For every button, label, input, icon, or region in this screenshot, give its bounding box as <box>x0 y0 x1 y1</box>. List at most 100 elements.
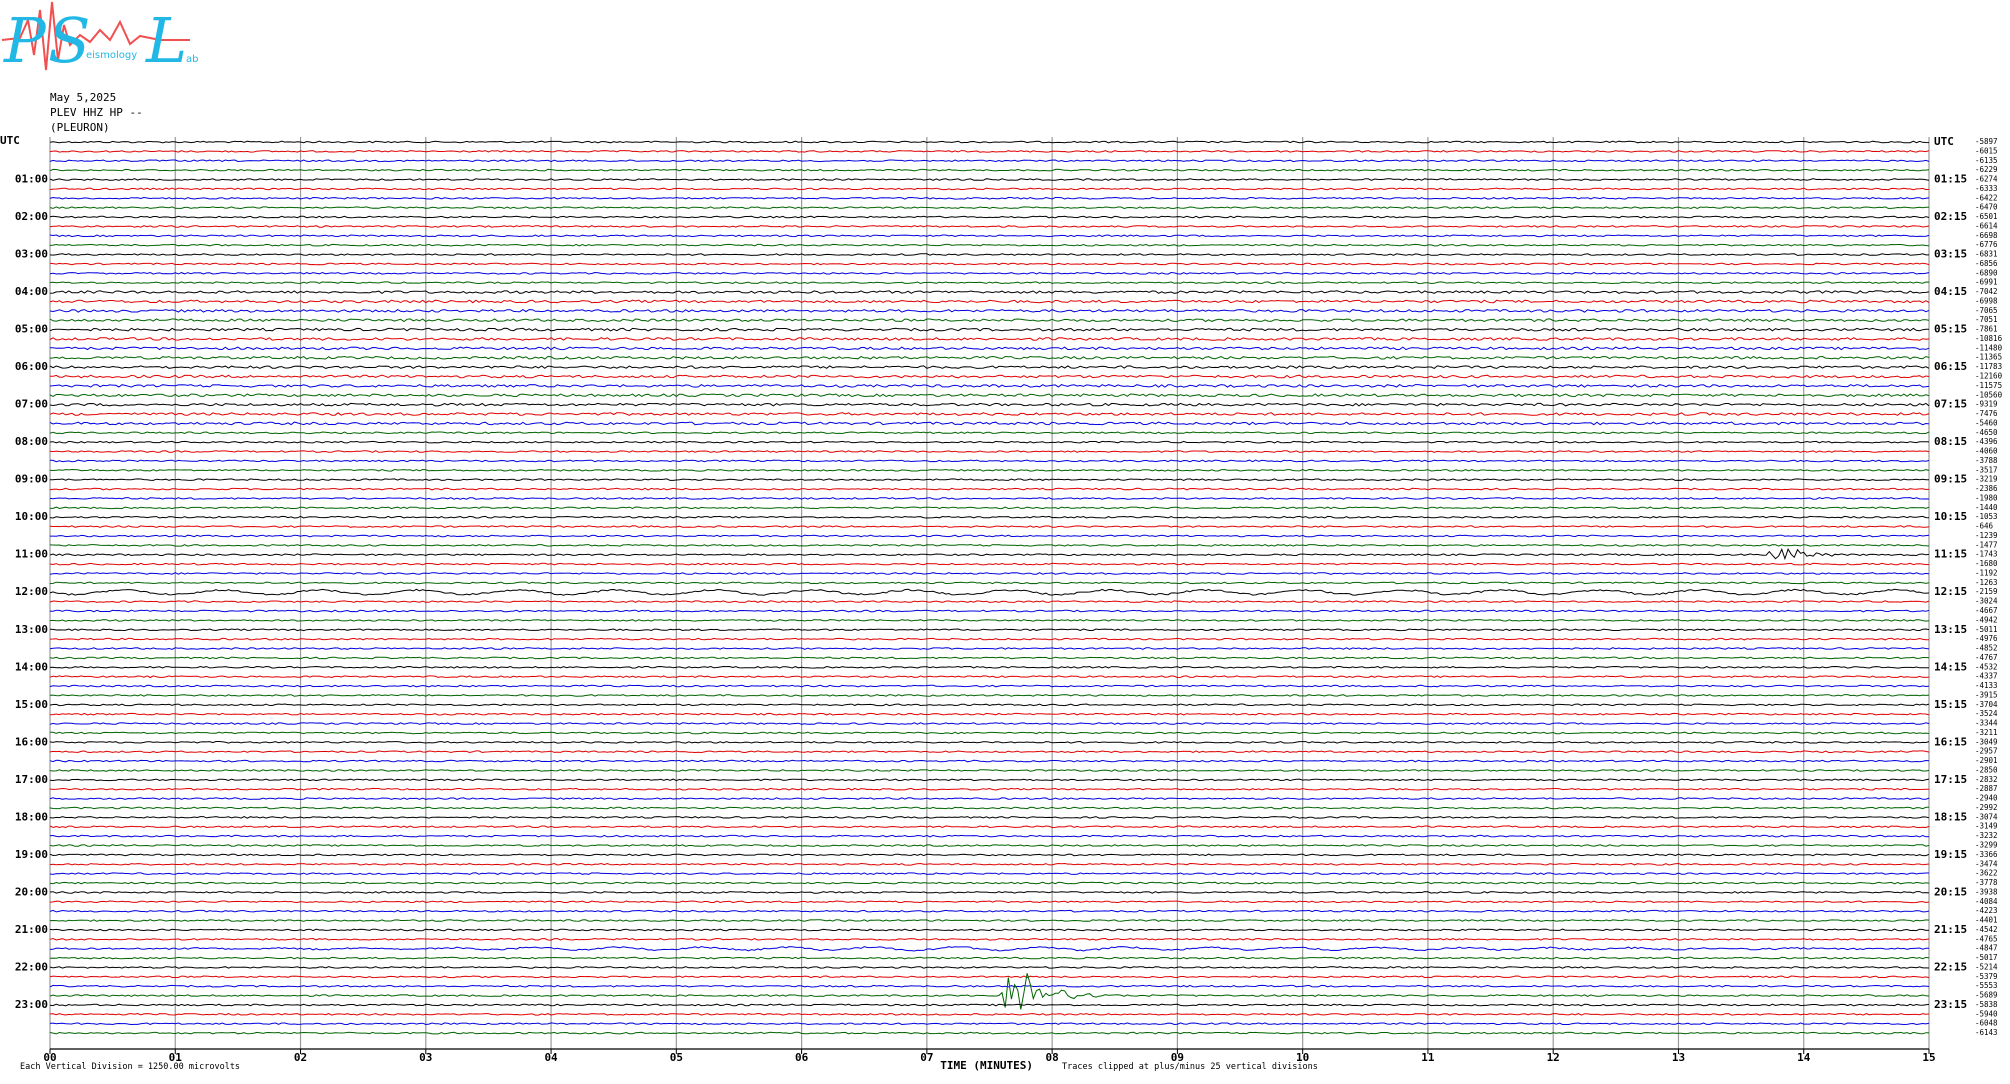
logo: P S L eismology ab <box>1 1 198 77</box>
trace-offset: -3049 <box>1975 737 1998 746</box>
trace-offset: -6698 <box>1975 231 1998 240</box>
trace <box>49 355 1930 360</box>
trace <box>49 919 1930 922</box>
trace-offset: -5017 <box>1975 953 1998 962</box>
logo-letter: L <box>145 4 187 77</box>
trace <box>49 806 1930 810</box>
station: (PLEURON) <box>50 121 110 134</box>
trace-offset: -6501 <box>1975 212 1998 221</box>
trace-offset: -1053 <box>1975 512 1998 521</box>
left-time-label: 08:00 <box>15 435 48 448</box>
trace <box>49 159 1930 163</box>
left-time-label: UTC <box>0 134 20 147</box>
trace-offset: -5214 <box>1975 962 1998 971</box>
right-time-label: 18:15 <box>1934 810 1967 823</box>
trace <box>49 374 1930 379</box>
trace-offset: -1743 <box>1975 550 1998 559</box>
trace-offset: -1192 <box>1975 568 1998 577</box>
x-tick-label: 11 <box>1421 1051 1435 1064</box>
right-time-label: 13:15 <box>1934 623 1967 636</box>
trace-offset: -2832 <box>1975 775 1998 784</box>
trace <box>49 844 1930 847</box>
x-axis-label: TIME (MINUTES) <box>940 1059 1033 1072</box>
trace <box>49 412 1930 416</box>
logo-letter: P <box>3 4 47 77</box>
trace-offset: -6776 <box>1975 240 1998 249</box>
right-time-label: 06:15 <box>1934 360 1967 373</box>
trace <box>49 797 1930 800</box>
trace-offset: -3232 <box>1975 831 1998 840</box>
x-tick-label: 08 <box>1046 1051 1059 1064</box>
clip-note: Traces clipped at plus/minus 25 vertical… <box>1062 1062 1318 1072</box>
x-tick-label: 02 <box>294 1051 307 1064</box>
trace-offset: -3366 <box>1975 850 1998 859</box>
right-time-label: 14:15 <box>1934 660 1967 673</box>
trace-offset: -3344 <box>1975 719 1998 728</box>
right-time-label: 02:15 <box>1934 210 1967 223</box>
trace <box>50 478 1930 482</box>
trace-offset: -4767 <box>1975 653 1998 662</box>
left-time-label: 01:00 <box>15 173 48 186</box>
left-time-label: 06:00 <box>15 360 48 373</box>
trace-offset: -6856 <box>1975 259 1998 268</box>
trace <box>49 834 1930 838</box>
trace <box>49 290 1930 295</box>
trace <box>49 588 1930 596</box>
trace <box>49 973 1930 1010</box>
left-time-label: 13:00 <box>15 623 48 636</box>
trace-offset: -2940 <box>1975 794 1998 803</box>
x-tick-label: 12 <box>1547 1051 1560 1064</box>
trace-offset: -3474 <box>1975 859 1998 868</box>
trace <box>49 872 1929 875</box>
trace <box>49 206 1930 210</box>
trace-offset: -10560 <box>1975 390 2003 399</box>
trace-offset: -4852 <box>1975 644 1998 653</box>
right-time-label: 08:15 <box>1934 435 1967 448</box>
trace-offset: -3524 <box>1975 709 1998 718</box>
trace-offset: -6135 <box>1975 156 1998 165</box>
right-time-label: 16:15 <box>1934 735 1967 748</box>
trace <box>49 525 1930 528</box>
trace <box>49 450 1930 453</box>
left-time-label: 21:00 <box>15 923 48 936</box>
left-time-label: 14:00 <box>15 660 48 673</box>
trace-offset: -12160 <box>1975 372 2003 381</box>
trace-offset: -5460 <box>1975 418 1998 427</box>
right-time-label: 10:15 <box>1934 510 1967 523</box>
trace <box>49 337 1930 341</box>
left-time-label: 20:00 <box>15 885 48 898</box>
trace <box>49 928 1930 932</box>
trace <box>49 572 1930 575</box>
scale-note: Each Vertical Division = 1250.00 microvo… <box>20 1062 240 1072</box>
trace-offset: -4084 <box>1975 897 1998 906</box>
trace-offset: -3211 <box>1975 728 1998 737</box>
trace <box>49 694 1930 697</box>
trace-offset: -4765 <box>1975 934 1998 943</box>
trace-offset: -3299 <box>1975 841 1998 850</box>
trace <box>49 346 1930 351</box>
trace-offset: -4542 <box>1975 925 1998 934</box>
trace <box>49 384 1930 388</box>
trace <box>49 712 1930 716</box>
trace <box>49 825 1930 829</box>
trace-offset: -5940 <box>1975 1009 1998 1018</box>
trace-offset: -3938 <box>1975 887 1998 896</box>
trace-offset: -4060 <box>1975 447 1998 456</box>
trace <box>49 327 1929 332</box>
trace <box>49 647 1930 650</box>
trace <box>49 459 1930 463</box>
logo-word: ab <box>186 54 198 65</box>
logo-squiggle <box>1 1 190 71</box>
trace-offset: -7042 <box>1975 287 1998 296</box>
trace-offset: -3074 <box>1975 812 1998 821</box>
trace-offset: -3778 <box>1975 878 1998 887</box>
x-tick-label: 14 <box>1797 1051 1811 1064</box>
right-time-label: 20:15 <box>1934 885 1967 898</box>
left-time-label: 17:00 <box>15 773 48 786</box>
x-tick-label: 03 <box>419 1051 432 1064</box>
left-time-label: 19:00 <box>15 848 48 861</box>
trace-offset: -3915 <box>1975 690 1998 699</box>
trace <box>49 656 1930 660</box>
trace-offset: -1239 <box>1975 531 1998 540</box>
trace-offset: -11365 <box>1975 353 2002 362</box>
